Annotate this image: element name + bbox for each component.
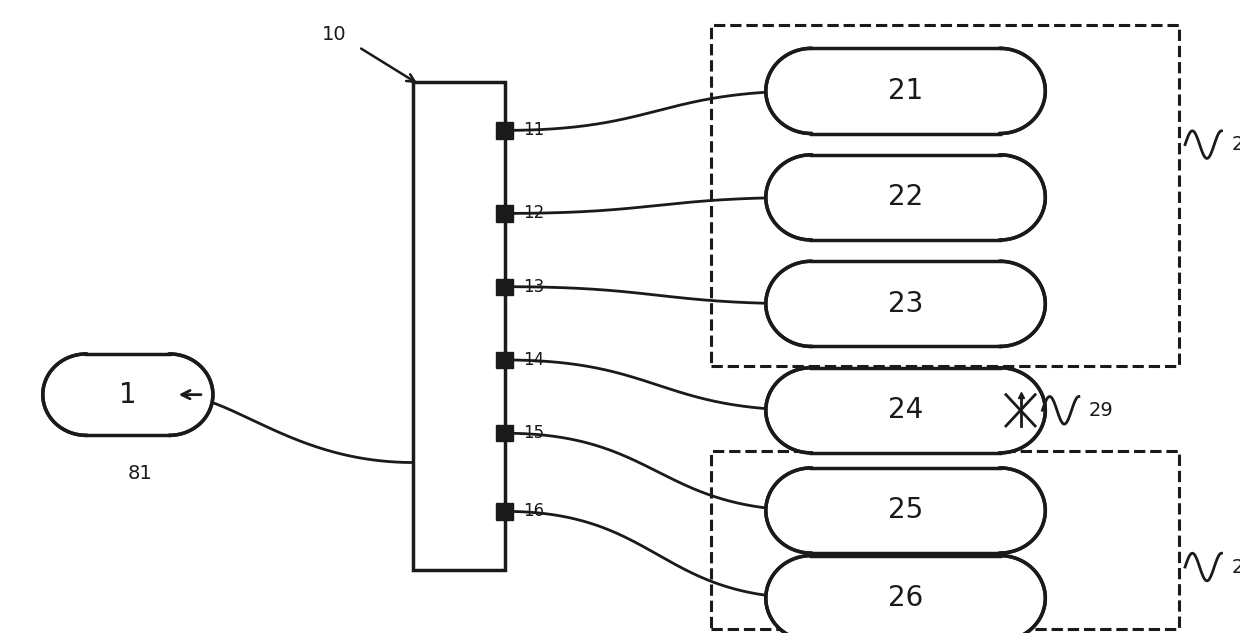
Bar [496, 352, 513, 368]
Bar [811, 367, 999, 453]
Polygon shape [999, 367, 1045, 453]
Bar [496, 279, 513, 295]
Text: 1: 1 [119, 381, 136, 409]
Bar [496, 504, 513, 520]
Polygon shape [766, 49, 811, 134]
Polygon shape [766, 468, 811, 553]
Bar [496, 425, 513, 442]
Text: 15: 15 [523, 424, 544, 442]
Bar [811, 155, 999, 240]
Bar [811, 555, 999, 639]
Bar [811, 49, 999, 134]
Bar [811, 261, 999, 346]
Text: 27: 27 [1231, 135, 1240, 154]
Text: 11: 11 [523, 121, 544, 139]
Bar [413, 82, 505, 570]
Bar [711, 451, 1179, 629]
Polygon shape [999, 155, 1045, 240]
Text: 12: 12 [523, 204, 544, 222]
Text: 24: 24 [888, 396, 924, 424]
Text: 10: 10 [322, 25, 346, 44]
Polygon shape [999, 261, 1045, 346]
Text: 21: 21 [888, 77, 924, 105]
Text: 16: 16 [523, 502, 544, 520]
Bar [496, 122, 513, 139]
Polygon shape [999, 468, 1045, 553]
Polygon shape [766, 555, 811, 639]
Bar [87, 354, 170, 435]
Polygon shape [170, 354, 213, 435]
Bar [496, 205, 513, 222]
Polygon shape [766, 261, 811, 346]
Text: 14: 14 [523, 351, 544, 369]
Text: 13: 13 [523, 278, 544, 296]
Bar [711, 25, 1179, 367]
Polygon shape [999, 555, 1045, 639]
Polygon shape [766, 155, 811, 240]
Text: 23: 23 [888, 290, 924, 318]
Text: 81: 81 [128, 463, 153, 482]
Text: 22: 22 [888, 183, 924, 212]
Polygon shape [766, 367, 811, 453]
Polygon shape [999, 49, 1045, 134]
Text: 28: 28 [1231, 557, 1240, 576]
Polygon shape [43, 354, 87, 435]
Text: 29: 29 [1089, 401, 1114, 420]
Text: 26: 26 [888, 584, 924, 612]
Text: 25: 25 [888, 497, 924, 525]
Bar [811, 468, 999, 553]
